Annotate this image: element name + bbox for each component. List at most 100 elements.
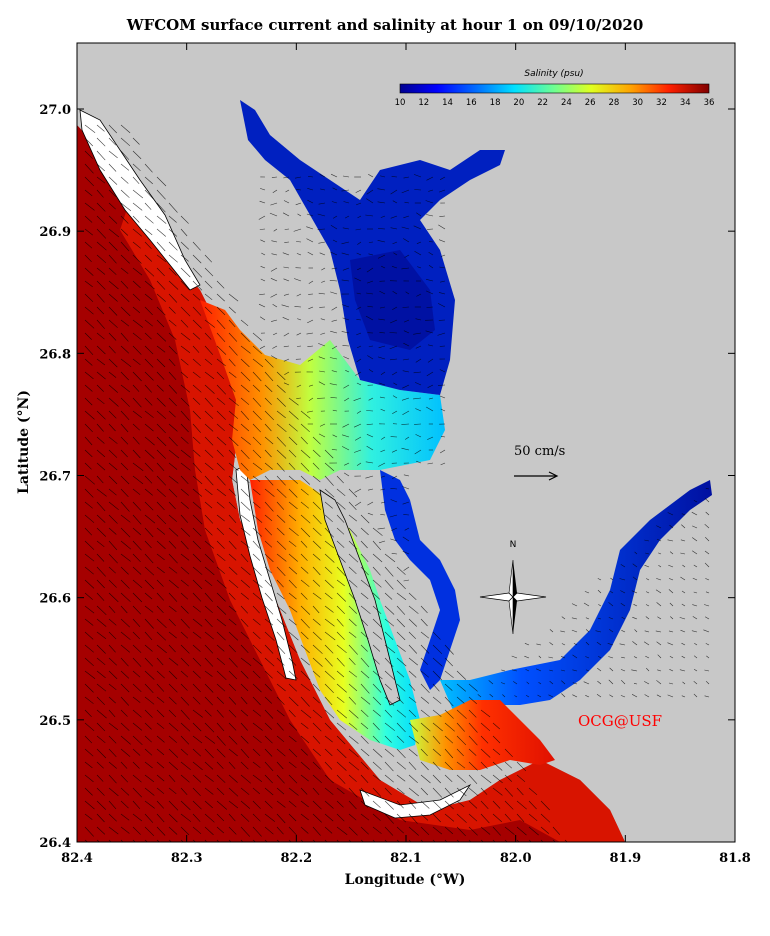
- current-vector: [156, 657, 164, 666]
- current-vector: [252, 410, 262, 421]
- current-vector: [276, 605, 287, 614]
- current-vector: [396, 592, 407, 601]
- current-vector: [84, 319, 95, 329]
- current-vector: [468, 709, 477, 718]
- current-vector: [156, 566, 165, 574]
- current-vector: [144, 436, 155, 446]
- current-vector: [264, 449, 272, 458]
- current-vector: [156, 540, 166, 550]
- current-vector: [156, 189, 166, 200]
- current-vector: [414, 382, 422, 386]
- current-vector: [144, 423, 154, 432]
- current-vector: [156, 501, 165, 511]
- current-vector: [372, 553, 383, 563]
- current-vector: [216, 566, 225, 574]
- current-vector: [336, 631, 345, 640]
- current-vector: [456, 670, 467, 680]
- current-vector: [84, 579, 95, 589]
- colorbar-tick-label: 24: [561, 98, 572, 108]
- current-vector: [168, 735, 177, 743]
- current-vector: [180, 514, 189, 523]
- sanibel-shore: [359, 783, 472, 819]
- current-vector: [288, 527, 299, 537]
- current-vector: [228, 319, 236, 328]
- current-vector: [84, 345, 94, 356]
- current-vector: [276, 397, 286, 407]
- current-vector: [228, 397, 239, 407]
- current-vector: [644, 681, 650, 685]
- current-vector: [132, 800, 141, 809]
- current-vector: [276, 436, 287, 447]
- current-vector: [216, 527, 225, 536]
- current-vector: [296, 397, 302, 399]
- current-vector: [390, 488, 398, 490]
- current-vector: [348, 579, 358, 588]
- current-vector: [168, 371, 177, 381]
- current-vector: [356, 462, 362, 466]
- current-vector: [293, 278, 302, 282]
- current-vector: [132, 618, 141, 628]
- current-vector: [144, 540, 152, 549]
- current-vector: [228, 735, 238, 745]
- current-vector: [300, 475, 311, 485]
- current-vector: [156, 709, 165, 718]
- current-vector: [132, 254, 142, 264]
- current-vector: [348, 540, 358, 550]
- current-vector: [324, 761, 333, 770]
- current-vector: [84, 553, 95, 562]
- current-vector: [396, 761, 407, 770]
- current-vector: [331, 370, 338, 373]
- current-vector: [704, 550, 710, 555]
- current-vector: [432, 748, 441, 757]
- current-vector: [108, 475, 118, 485]
- current-vector: [415, 358, 422, 363]
- current-vector: [108, 501, 119, 511]
- current-vector: [240, 618, 249, 627]
- current-vector: [372, 657, 380, 665]
- current-vector: [312, 475, 321, 483]
- current-vector: [336, 566, 346, 577]
- current-vector: [416, 212, 422, 217]
- current-vector: [384, 553, 396, 563]
- current-vector: [96, 202, 106, 212]
- current-vector: [288, 631, 299, 641]
- current-vector: [284, 371, 290, 375]
- current-vector: [132, 345, 142, 355]
- current-vector: [168, 384, 178, 394]
- current-vector: [120, 189, 130, 198]
- current-vector: [168, 501, 176, 510]
- current-vector: [656, 525, 662, 529]
- current-vector: [180, 241, 190, 250]
- current-vector: [444, 748, 454, 759]
- current-vector: [144, 332, 152, 340]
- current-vector: [703, 629, 710, 633]
- current-vector: [156, 800, 165, 809]
- current-vector: [156, 514, 167, 525]
- current-vector: [216, 631, 226, 641]
- current-vector: [504, 761, 513, 769]
- current-vector: [372, 540, 382, 551]
- current-vector: [252, 566, 262, 576]
- current-vector: [427, 344, 434, 347]
- current-vector: [360, 761, 369, 770]
- current-vector: [96, 774, 104, 782]
- current-vector: [216, 592, 226, 602]
- current-vector: [366, 189, 374, 195]
- current-vector: [216, 735, 226, 746]
- scale-arrow-label: 50 cm/s: [514, 444, 565, 459]
- current-vector: [132, 189, 144, 199]
- current-vector: [428, 252, 434, 256]
- current-vector: [252, 540, 260, 549]
- current-vector: [480, 748, 491, 758]
- current-vector: [168, 397, 177, 407]
- current-vector: [384, 618, 395, 627]
- current-vector: [96, 748, 107, 759]
- current-vector: [585, 617, 590, 620]
- current-vector: [228, 475, 238, 484]
- current-vector: [380, 408, 386, 412]
- current-vector: [144, 579, 155, 590]
- current-vector: [356, 410, 362, 414]
- current-vector: [420, 839, 424, 842]
- current-vector: [620, 603, 626, 607]
- current-vector: [84, 436, 93, 446]
